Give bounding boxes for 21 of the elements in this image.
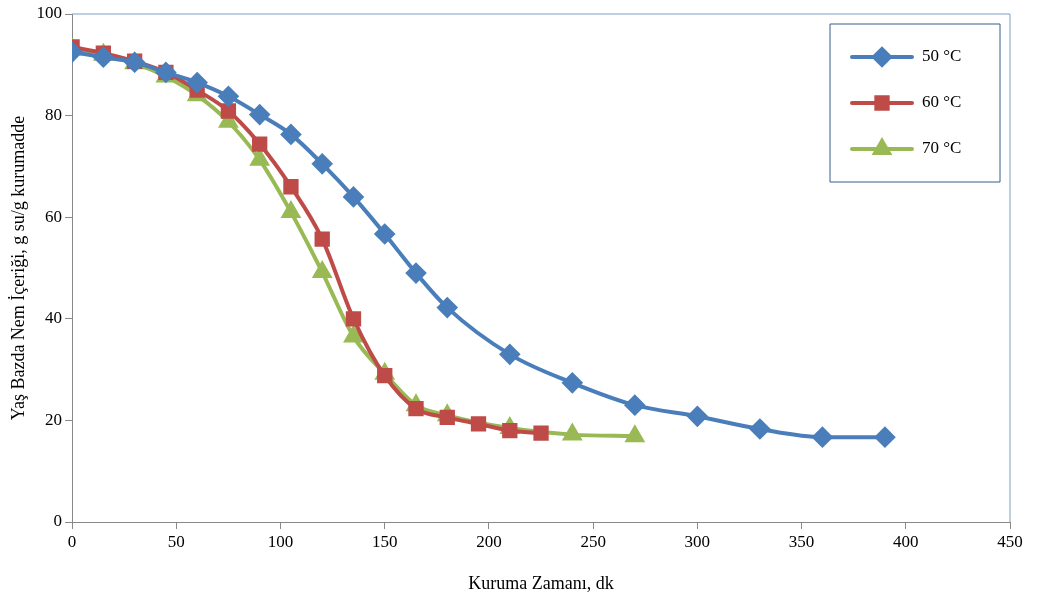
- x-tick-label: 400: [893, 531, 919, 551]
- x-tick-label: 0: [67, 531, 77, 551]
- y-tick-label: 40: [45, 308, 63, 328]
- y-tick-label: 0: [53, 511, 63, 531]
- x-tick-label: 100: [267, 531, 294, 551]
- y-axis-title: Yaş Bazda Nem İçeriği, g su/g kurumadde: [7, 115, 28, 421]
- x-tick-label: 450: [997, 531, 1023, 551]
- x-tick-label: 150: [371, 531, 398, 551]
- legend-label: 70 °C: [922, 138, 962, 158]
- x-axis-title: Kuruma Zamanı, dk: [468, 572, 614, 593]
- y-tick-label: 60: [45, 206, 63, 226]
- x-tick-label: 250: [580, 531, 606, 551]
- y-tick-label: 80: [45, 105, 63, 125]
- x-tick-label: 350: [788, 531, 815, 551]
- y-tick-label: 20: [45, 409, 63, 429]
- y-tick-label: 100: [36, 3, 63, 23]
- legend-label: 50 °C: [922, 46, 962, 66]
- x-tick-label: 50: [167, 531, 185, 551]
- x-tick-label: 300: [684, 531, 711, 551]
- legend-label: 60 °C: [922, 92, 962, 112]
- x-tick-label: 200: [476, 531, 502, 551]
